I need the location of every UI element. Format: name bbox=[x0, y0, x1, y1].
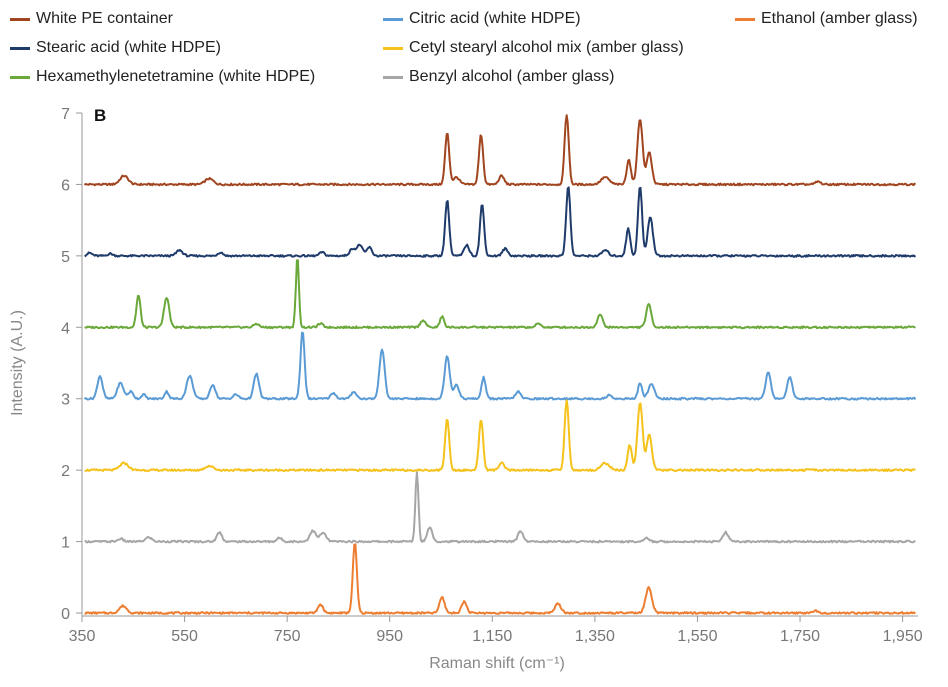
legend-item-benzyl-alcohol: Benzyl alcohol (amber glass) bbox=[383, 66, 614, 88]
legend-item-ethanol: Ethanol (amber glass) bbox=[735, 8, 918, 30]
series-line-cetyl-stearyl-alcohol-mix-amber-glass bbox=[84, 399, 916, 472]
series-line-hexamethylenetetramine-white-hdpe bbox=[84, 259, 916, 330]
y-tick-label: 0 bbox=[61, 606, 70, 623]
legend-label: Citric acid (white HDPE) bbox=[409, 10, 581, 27]
series-line-ethanol-amber-glass bbox=[84, 543, 917, 615]
legend-label: Ethanol (amber glass) bbox=[761, 10, 918, 27]
legend-item-white-pe: White PE container bbox=[10, 8, 173, 30]
y-tick-label: 4 bbox=[61, 320, 70, 337]
legend-swatch bbox=[10, 75, 30, 79]
x-tick-label: 1,950 bbox=[883, 628, 923, 645]
legend-swatch bbox=[383, 46, 403, 50]
x-tick-label: 550 bbox=[171, 628, 198, 645]
legend-item-hexamethylenetetramine: Hexamethylenetetramine (white HDPE) bbox=[10, 66, 315, 88]
legend-label: Hexamethylenetetramine (white HDPE) bbox=[36, 68, 316, 85]
y-tick-label: 7 bbox=[61, 106, 70, 123]
series-line-benzyl-alcohol-amber-glass bbox=[84, 471, 916, 544]
y-tick-label: 3 bbox=[61, 392, 70, 409]
legend-swatch bbox=[383, 17, 403, 21]
series-layer bbox=[83, 114, 917, 615]
legend-label: Benzyl alcohol (amber glass) bbox=[409, 68, 615, 85]
legend-label: White PE container bbox=[36, 10, 173, 27]
x-tick-label: 350 bbox=[69, 628, 96, 645]
x-tick-label: 1,550 bbox=[677, 628, 717, 645]
series-line-stearic-acid-white-hdpe bbox=[84, 186, 917, 258]
x-axis-title: Raman shift (cm⁻¹) bbox=[429, 655, 565, 672]
x-tick-label: 1,750 bbox=[780, 628, 820, 645]
x-tick-label: 1,350 bbox=[575, 628, 615, 645]
legend-label: Stearic acid (white HDPE) bbox=[36, 39, 221, 56]
y-tick-label: 2 bbox=[61, 463, 70, 480]
x-tick-label: 950 bbox=[376, 628, 403, 645]
legend-item-stearic-acid: Stearic acid (white HDPE) bbox=[10, 37, 221, 59]
legend-swatch bbox=[10, 46, 30, 50]
y-axis-title: Intensity (A.U.) bbox=[9, 310, 26, 416]
x-tick-label: 1,150 bbox=[472, 628, 512, 645]
legend-item-citric-acid: Citric acid (white HDPE) bbox=[383, 8, 581, 30]
series-line-white-pe-container bbox=[83, 114, 917, 187]
x-tick-label: 750 bbox=[274, 628, 301, 645]
panel-label: B bbox=[94, 106, 106, 125]
series-line-citric-acid-white-hdpe bbox=[83, 331, 917, 401]
legend-item-cetyl-stearyl: Cetyl stearyl alcohol mix (amber glass) bbox=[383, 37, 684, 59]
legend-swatch bbox=[735, 17, 755, 21]
legend-swatch bbox=[383, 75, 403, 79]
chart-legend: White PE container Citric acid (white HD… bbox=[0, 0, 948, 100]
legend-swatch bbox=[10, 17, 30, 21]
y-tick-label: 1 bbox=[61, 535, 70, 552]
y-tick-label: 5 bbox=[61, 249, 70, 266]
legend-label: Cetyl stearyl alcohol mix (amber glass) bbox=[409, 39, 684, 56]
axes: 0 1 2 3 4 5 6 7 350 550 750 950 1,150 1,350 1,550 1,750… bbox=[61, 106, 923, 645]
y-tick-label: 6 bbox=[61, 177, 70, 194]
